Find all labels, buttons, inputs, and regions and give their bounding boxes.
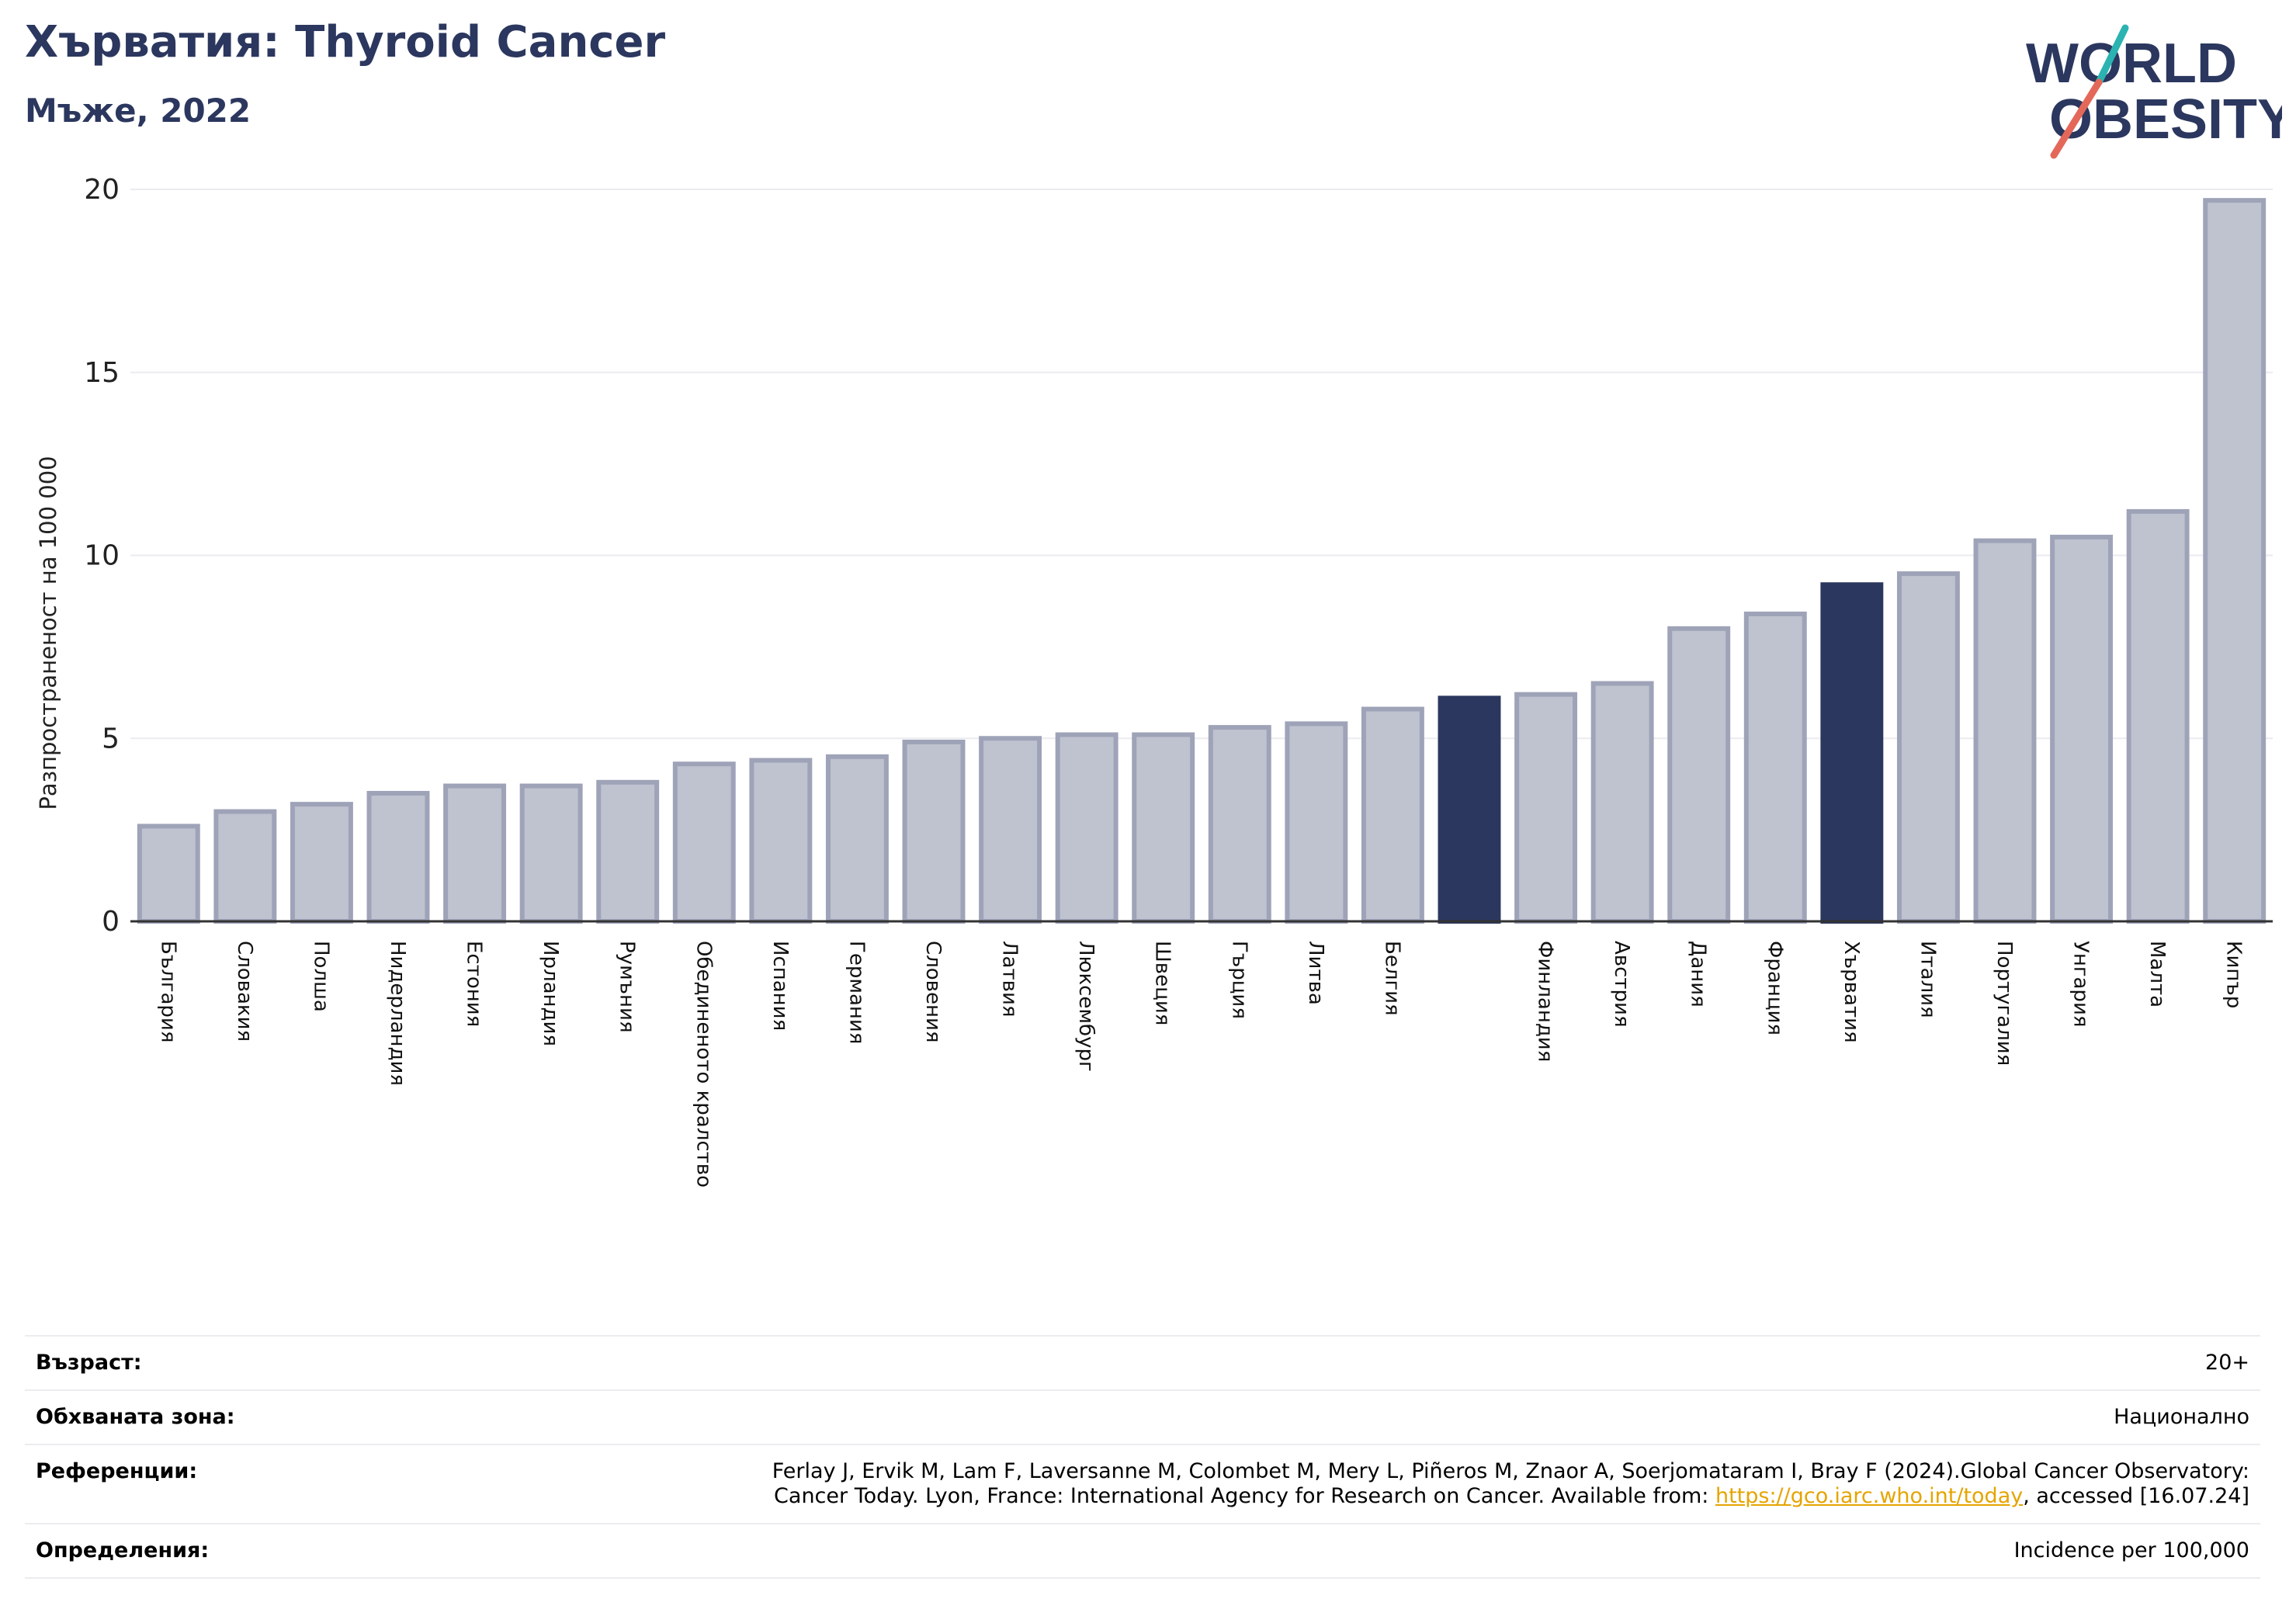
logo-teal-slash bbox=[2095, 24, 2129, 86]
x-tick-label: Словения bbox=[921, 941, 945, 1043]
info-row-age: Възраст: 20+ bbox=[25, 1335, 2260, 1389]
bar bbox=[979, 736, 1042, 924]
y-tick-label: 0 bbox=[102, 906, 120, 938]
info-label-references: Референции: bbox=[36, 1459, 198, 1483]
bar-highlighted bbox=[1820, 582, 1884, 924]
reference-line-2-pre: Cancer Today. Lyon, France: Internationa… bbox=[774, 1484, 1715, 1508]
bar bbox=[290, 802, 353, 924]
bar bbox=[213, 809, 277, 924]
info-label-coverage: Обхваната зона: bbox=[36, 1405, 235, 1429]
x-tick-label: Гърция bbox=[1227, 941, 1250, 1019]
x-tick-label: Кипър bbox=[2222, 941, 2246, 1008]
y-tick-label: 10 bbox=[84, 540, 120, 572]
info-row-definitions: Определения: Incidence per 100,000 bbox=[25, 1523, 2260, 1579]
bar bbox=[825, 754, 889, 924]
bar bbox=[902, 739, 966, 924]
reference-line-1: Ferlay J, Ervik M, Lam F, Laversanne M, … bbox=[772, 1459, 2249, 1483]
x-tick-label: Нидерландия bbox=[386, 941, 409, 1086]
bar bbox=[1973, 538, 2037, 924]
logo-coral-slash bbox=[2050, 78, 2103, 159]
bar-highlighted bbox=[1438, 695, 1501, 924]
x-tick-label: България bbox=[156, 941, 179, 1042]
x-tick-label: Финландия bbox=[1534, 941, 1557, 1062]
reference-link[interactable]: https://gco.iarc.who.int/today bbox=[1715, 1484, 2024, 1508]
info-label-age: Възраст: bbox=[36, 1351, 142, 1375]
bar-chart: 0 5 10 15 20 Разпространеност на 100 000 Бълга… bbox=[35, 174, 2273, 1188]
x-tick-label: Испания bbox=[768, 941, 792, 1031]
x-tick-label: Швеция bbox=[1151, 941, 1174, 1025]
x-tick-label: Естония bbox=[463, 941, 486, 1027]
reference-line-2-post: , accessed [16.07.24] bbox=[2023, 1484, 2249, 1508]
bar bbox=[749, 758, 813, 924]
bar bbox=[1361, 706, 1424, 924]
info-value-age: 20+ bbox=[2205, 1351, 2249, 1375]
x-tick-label: Словакия bbox=[233, 941, 256, 1042]
info-row-references: Референции: Ferlay J, Ervik M, Lam F, La… bbox=[25, 1444, 2260, 1523]
info-value-definitions: Incidence per 100,000 bbox=[2013, 1538, 2249, 1562]
chart-subtitle: Мъже, 2022 bbox=[25, 92, 251, 130]
x-tick-label: Франция bbox=[1763, 941, 1786, 1035]
bar bbox=[443, 783, 507, 924]
bar bbox=[1132, 732, 1195, 924]
bar bbox=[672, 761, 736, 924]
bar bbox=[596, 779, 660, 924]
bar bbox=[1667, 626, 1731, 924]
bar bbox=[1514, 692, 1578, 924]
y-axis-label: Разпространеност на 100 000 bbox=[35, 456, 61, 810]
x-tick-label: Литва bbox=[1304, 941, 1327, 1005]
bar bbox=[1055, 732, 1119, 924]
bar bbox=[2203, 198, 2267, 924]
x-tick-label: Хърватия bbox=[1840, 941, 1863, 1043]
x-tick-label: Португалия bbox=[1993, 941, 2016, 1066]
bar bbox=[519, 783, 583, 924]
bar bbox=[1896, 571, 1960, 924]
world-obesity-logo: WORLD OBESITY bbox=[2026, 24, 2282, 159]
x-tick-label: Латвия bbox=[998, 941, 1021, 1018]
x-tick-label: Ирландия bbox=[539, 941, 562, 1046]
bar bbox=[2050, 534, 2114, 924]
x-tick-label: Люксембург bbox=[1074, 941, 1098, 1072]
bar bbox=[1285, 721, 1348, 924]
bar bbox=[1590, 681, 1654, 924]
y-tick-label: 15 bbox=[84, 357, 120, 389]
x-tick-label: Италия bbox=[1916, 941, 1939, 1018]
y-tick-label: 20 bbox=[84, 174, 120, 206]
x-tick-label: Белгия bbox=[1380, 941, 1403, 1016]
info-value-references: Ferlay J, Ervik M, Lam F, Laversanne M, … bbox=[772, 1459, 2249, 1509]
x-tick-label: Румъния bbox=[616, 941, 639, 1033]
x-tick-label: Малта bbox=[2145, 941, 2169, 1007]
x-tick-label: Унгария bbox=[2069, 941, 2093, 1027]
logo-line-1: WORLD bbox=[2026, 33, 2237, 95]
chart-title: Хърватия: Thyroid Cancer bbox=[25, 17, 666, 68]
info-value-coverage: Национално bbox=[2114, 1405, 2249, 1429]
bar bbox=[366, 790, 430, 924]
x-tick-label: Дания bbox=[1687, 941, 1710, 1007]
bar bbox=[2126, 508, 2190, 924]
bar bbox=[1208, 725, 1271, 924]
x-tick-label: Полша bbox=[309, 941, 332, 1012]
bar bbox=[1743, 611, 1807, 924]
info-label-definitions: Определения: bbox=[36, 1538, 210, 1562]
x-tick-label: Германия bbox=[845, 941, 868, 1044]
x-tick-label: Обединеното кралство bbox=[692, 941, 715, 1188]
info-table: Възраст: 20+ Обхваната зона: Национално … bbox=[25, 1335, 2260, 1579]
bar bbox=[137, 824, 200, 924]
x-tick-label: Австрия bbox=[1610, 941, 1633, 1028]
info-row-coverage: Обхваната зона: Национално bbox=[25, 1389, 2260, 1444]
y-tick-label: 5 bbox=[102, 723, 120, 754]
